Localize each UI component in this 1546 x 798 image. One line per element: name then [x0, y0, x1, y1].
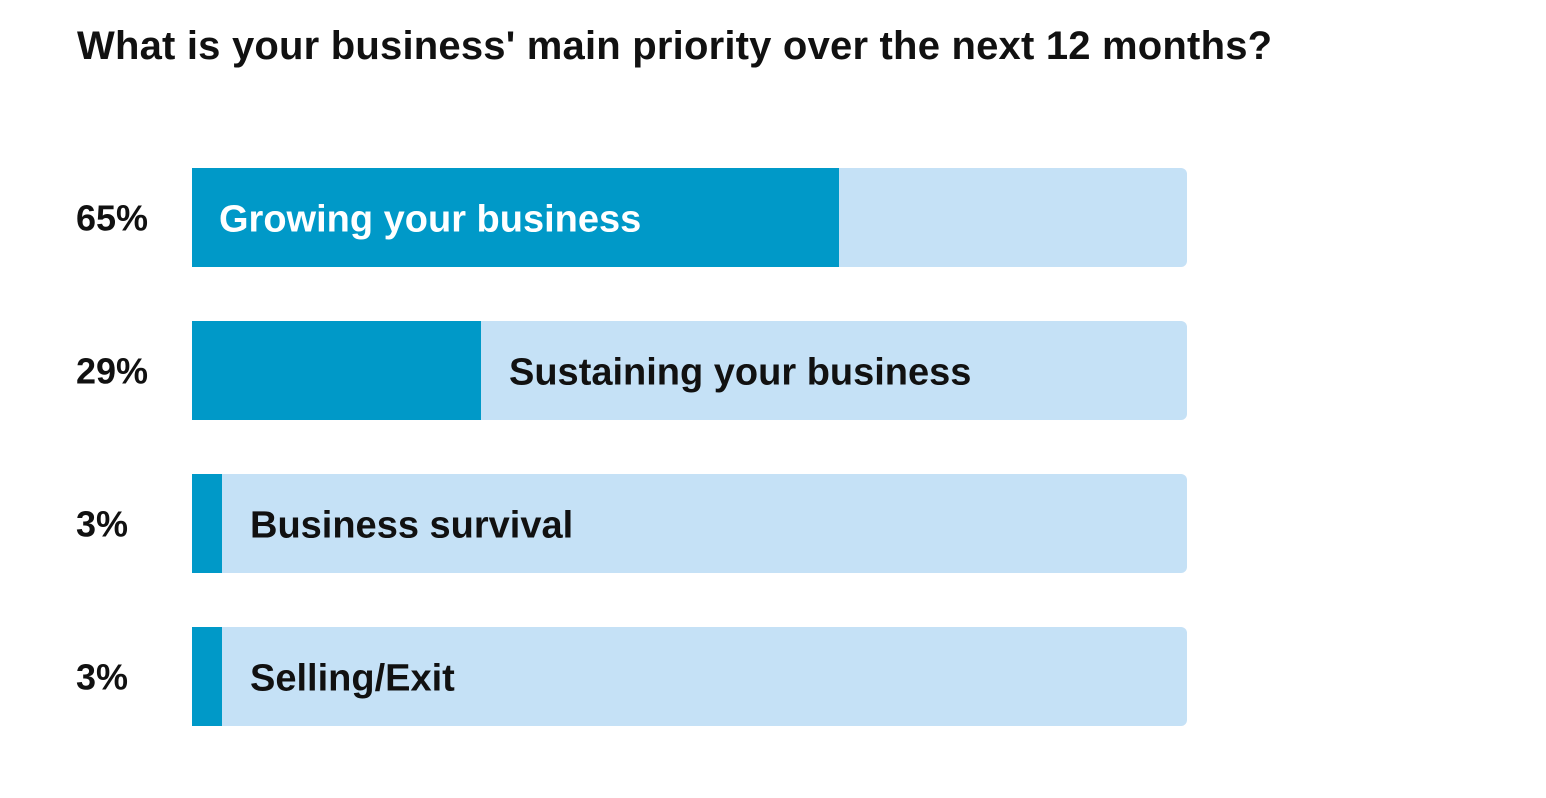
- bar-row: 65% Growing your business: [76, 168, 1187, 267]
- bar: [192, 321, 481, 420]
- value-label: 3%: [76, 657, 128, 698]
- bar: [192, 627, 222, 726]
- bar-track: [192, 627, 1187, 726]
- bar-row: 3% Business survival: [76, 474, 1187, 573]
- category-label: Business survival: [250, 505, 573, 547]
- bar: [192, 168, 839, 267]
- bar-track: [192, 474, 1187, 573]
- bar-row: 29% Sustaining your business: [76, 321, 1187, 420]
- category-label: Selling/Exit: [250, 658, 455, 700]
- category-label: Growing your business: [219, 199, 641, 241]
- chart-title: What is your business' main priority ove…: [77, 24, 1273, 68]
- value-label: 29%: [76, 351, 148, 392]
- value-label: 3%: [76, 504, 128, 545]
- bar: [192, 474, 222, 573]
- bar-row: 3% Selling/Exit: [76, 627, 1187, 726]
- category-label: Sustaining your business: [509, 352, 971, 394]
- value-label: 65%: [76, 198, 148, 239]
